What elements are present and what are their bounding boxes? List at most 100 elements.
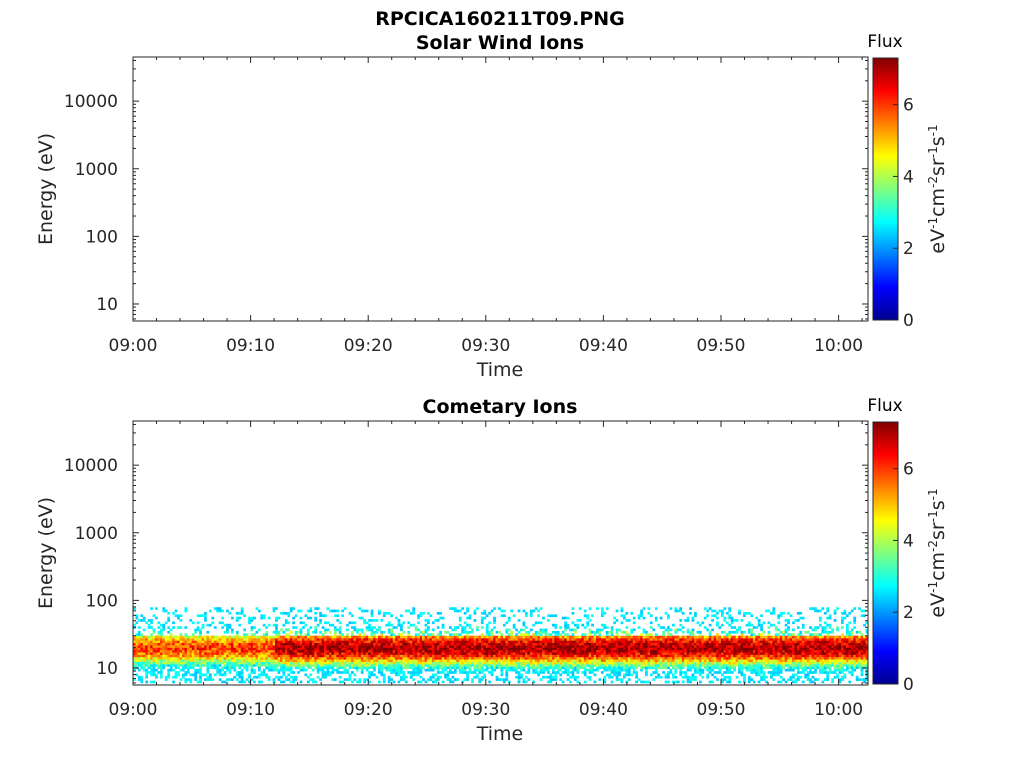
heatmap-cell (393, 633, 396, 636)
heatmap-cell (716, 664, 719, 667)
heatmap-cell (273, 664, 276, 667)
heatmap-cell (530, 666, 533, 669)
heatmap-cell (319, 619, 322, 622)
heatmap-cell (162, 645, 165, 648)
heatmap-cell (474, 610, 477, 613)
heatmap-cell (674, 607, 677, 610)
heatmap-cell (302, 626, 305, 629)
heatmap-cell (380, 638, 383, 641)
heatmap-cell (444, 655, 447, 658)
heatmap-cell (650, 674, 653, 677)
heatmap-cell (476, 650, 479, 653)
heatmap-cell (518, 638, 521, 641)
heatmap-cell (508, 617, 511, 620)
heatmap-cell (532, 662, 535, 665)
heatmap-cell (175, 662, 178, 665)
heatmap-cell (513, 614, 516, 617)
heatmap-cell (243, 652, 246, 655)
heatmap-cell (670, 669, 673, 672)
heatmap-cell (486, 636, 489, 639)
heatmap-cell (388, 643, 391, 646)
heatmap-cell (645, 681, 648, 684)
heatmap-cell (527, 655, 530, 658)
heatmap-cell (349, 666, 352, 669)
heatmap-cell (466, 624, 469, 627)
heatmap-cell (672, 662, 675, 665)
heatmap-cell (422, 655, 425, 658)
heatmap-cell (461, 629, 464, 632)
heatmap-cell (241, 652, 244, 655)
heatmap-cell (324, 657, 327, 660)
heatmap-cell (420, 681, 423, 684)
heatmap-cell (630, 655, 633, 658)
heatmap-cell (248, 647, 251, 650)
heatmap-cell (474, 619, 477, 622)
heatmap-cell (677, 647, 680, 650)
heatmap-cell (265, 676, 268, 679)
heatmap-cell (476, 674, 479, 677)
heatmap-cell (454, 671, 457, 674)
heatmap-cell (275, 662, 278, 665)
heatmap-cell (728, 657, 731, 660)
heatmap-cell (456, 666, 459, 669)
heatmap-cell (542, 669, 545, 672)
heatmap-cell (652, 678, 655, 681)
heatmap-cell (380, 662, 383, 665)
heatmap-cell (412, 638, 415, 641)
heatmap-cell (645, 671, 648, 674)
heatmap-cell (361, 629, 364, 632)
heatmap-cell (650, 626, 653, 629)
heatmap-cell (488, 633, 491, 636)
heatmap-cell (226, 650, 229, 653)
heatmap-cell (464, 655, 467, 658)
heatmap-cell (207, 662, 210, 665)
heatmap-cell (180, 643, 183, 646)
heatmap-cell (439, 662, 442, 665)
heatmap-cell (158, 666, 161, 669)
heatmap-cell (625, 626, 628, 629)
heatmap-cell (537, 652, 540, 655)
heatmap-cell (527, 669, 530, 672)
heatmap-cell (486, 655, 489, 658)
heatmap-cell (410, 636, 413, 639)
heatmap-cell (692, 647, 695, 650)
heatmap-cell (322, 614, 325, 617)
heatmap-cell (194, 674, 197, 677)
heatmap-cell (331, 671, 334, 674)
heatmap-cell (518, 666, 521, 669)
heatmap-cell (331, 647, 334, 650)
heatmap-cell (711, 643, 714, 646)
heatmap-cell (677, 652, 680, 655)
heatmap-cell (672, 645, 675, 648)
heatmap-cell (728, 631, 731, 634)
heatmap-cell (579, 647, 582, 650)
heatmap-cell (650, 655, 653, 658)
heatmap-cell (689, 638, 692, 641)
heatmap-cell (635, 664, 638, 667)
heatmap-cell (150, 619, 153, 622)
heatmap-cell (407, 671, 410, 674)
heatmap-cell (425, 636, 428, 639)
heatmap-cell (572, 671, 575, 674)
heatmap-cell (461, 662, 464, 665)
heatmap-cell (199, 647, 202, 650)
heatmap-cell (726, 640, 729, 643)
heatmap-cell (667, 643, 670, 646)
heatmap-cell (251, 657, 254, 660)
heatmap-cell (491, 631, 494, 634)
heatmap-cell (523, 647, 526, 650)
heatmap-cell (158, 664, 161, 667)
heatmap-cell (351, 643, 354, 646)
heatmap-cell (256, 676, 259, 679)
heatmap-cell (202, 655, 205, 658)
heatmap-cell (640, 652, 643, 655)
heatmap-cell (395, 643, 398, 646)
heatmap-cell (684, 638, 687, 641)
heatmap-cell (447, 655, 450, 658)
heatmap-cell (290, 636, 293, 639)
heatmap-cell (616, 650, 619, 653)
heatmap-cell (366, 626, 369, 629)
heatmap-cell (474, 655, 477, 658)
heatmap-cell (346, 636, 349, 639)
